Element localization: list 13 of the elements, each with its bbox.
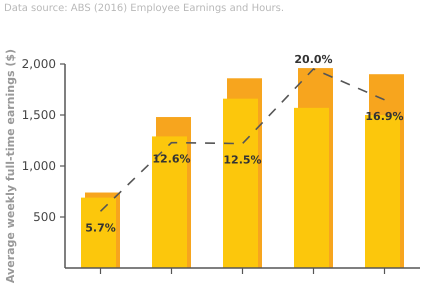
- bar: [294, 108, 329, 268]
- y-tick-label: 2,000: [22, 57, 56, 71]
- data-label: 12.6%: [152, 152, 191, 166]
- data-label: 16.9%: [365, 110, 404, 123]
- data-label: 5.7%: [85, 221, 116, 234]
- bar: [81, 198, 116, 268]
- source-note: Data source: ABS (2016) Employee Earnings and Hours.: [4, 3, 284, 14]
- y-tick-label: 500: [33, 210, 56, 224]
- y-tick-label: 1,000: [22, 159, 56, 173]
- data-label: 20.0%: [294, 52, 333, 66]
- y-axis-title: Average weekly full-time earnings ($): [4, 48, 17, 284]
- y-tick-label: 1,500: [22, 108, 56, 122]
- data-label: 12.5%: [223, 154, 262, 167]
